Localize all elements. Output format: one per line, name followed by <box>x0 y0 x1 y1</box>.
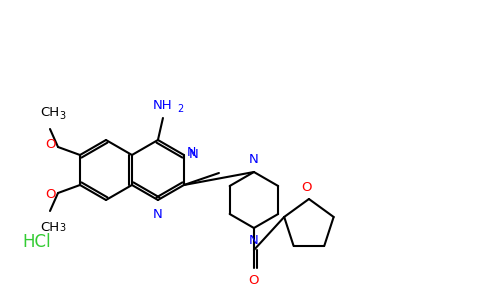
Text: O: O <box>302 181 312 194</box>
Text: HCl: HCl <box>22 233 51 251</box>
Text: N: N <box>187 146 197 160</box>
Text: O: O <box>249 274 259 287</box>
Text: N: N <box>249 153 259 166</box>
Text: O: O <box>45 188 56 202</box>
Text: N: N <box>189 148 198 161</box>
Text: NH: NH <box>153 99 173 112</box>
Text: 2: 2 <box>177 104 183 114</box>
Text: N: N <box>249 234 259 247</box>
Text: N: N <box>153 208 163 221</box>
Text: O: O <box>45 139 56 152</box>
Text: CH: CH <box>41 106 60 119</box>
Text: CH: CH <box>41 221 60 234</box>
Text: 3: 3 <box>59 223 65 233</box>
Text: 3: 3 <box>59 111 65 121</box>
